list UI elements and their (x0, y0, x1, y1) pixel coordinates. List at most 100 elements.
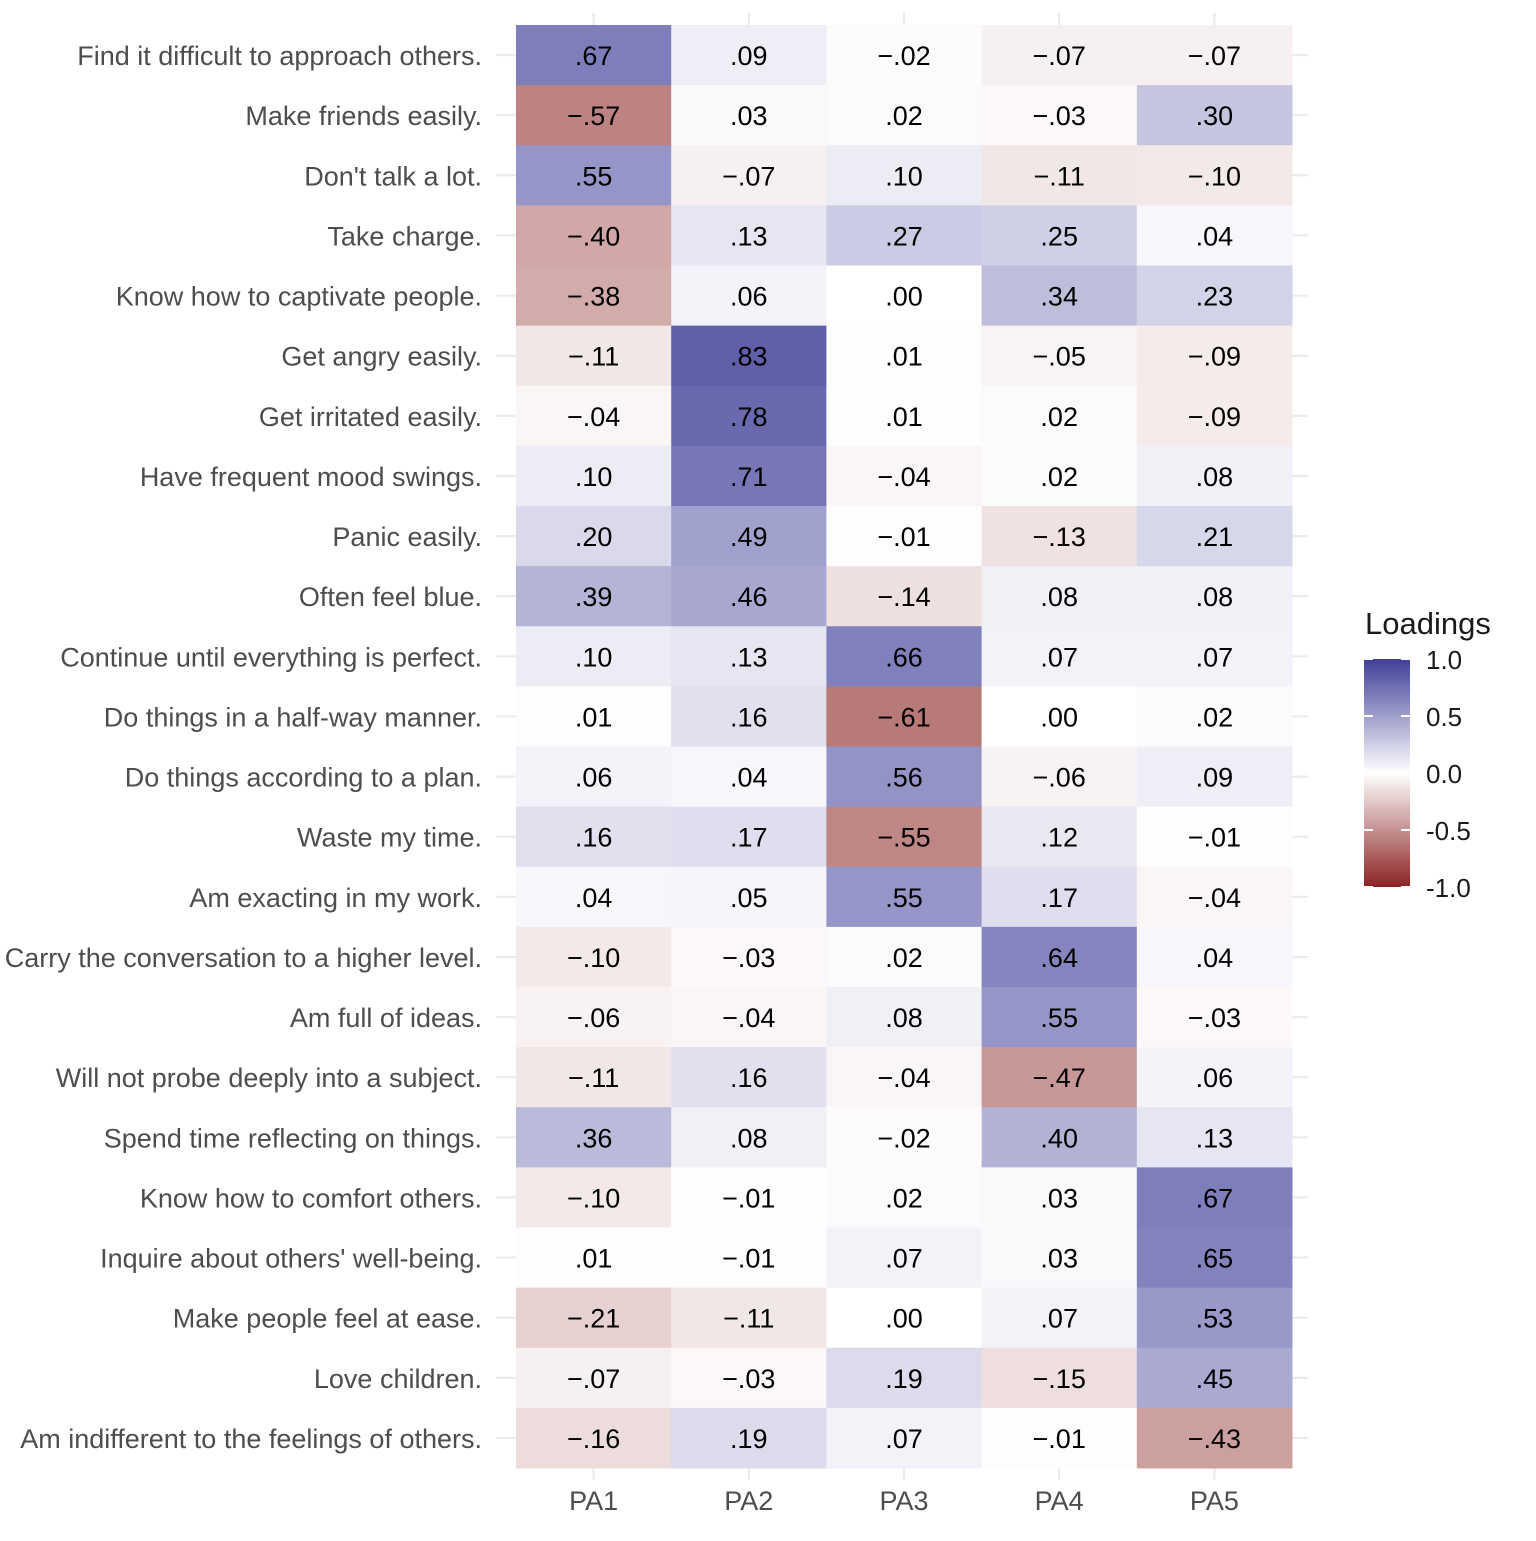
y-tick-label: Don't talk a lot. (304, 161, 482, 191)
x-tick-label: PA3 (879, 1486, 928, 1516)
heatmap-cell (516, 1347, 672, 1409)
cell-value-label: .53 (1196, 1304, 1234, 1334)
cell-value-label: .67 (575, 41, 613, 71)
cell-value-label: .09 (730, 41, 768, 71)
cell-value-label: −.05 (1033, 342, 1086, 372)
heatmap-cell (671, 205, 827, 266)
heatmap-cell (671, 445, 827, 507)
cell-value-label: .02 (1196, 702, 1234, 732)
heatmap-cell (1136, 1407, 1293, 1469)
heatmap-cell (1136, 987, 1293, 1048)
heatmap-cell (981, 385, 1138, 447)
heatmap-cell (516, 385, 672, 447)
heatmap-cell (826, 25, 983, 86)
cell-value-label: .07 (885, 1424, 923, 1454)
heatmap-cell (516, 806, 672, 868)
y-tick-label: Spend time reflecting on things. (104, 1123, 482, 1153)
cell-value-label: .02 (1040, 462, 1078, 492)
heatmap-cell (671, 1167, 827, 1228)
cell-value-label: .25 (1040, 221, 1078, 251)
cell-value-label: .13 (730, 642, 768, 672)
heatmap-cell (671, 1407, 827, 1469)
cell-value-label: −.03 (722, 1364, 775, 1394)
cell-value-label: .16 (730, 1063, 768, 1093)
cell-value-label: .19 (730, 1424, 768, 1454)
heatmap-cell (671, 1287, 827, 1349)
cell-value-label: .06 (575, 763, 613, 793)
heatmap-cell (671, 926, 827, 988)
heatmap-cell (981, 85, 1138, 146)
cell-value-label: .07 (885, 1244, 923, 1274)
heatmap-cell (981, 806, 1138, 868)
cell-value-label: .01 (575, 1244, 613, 1274)
cell-value-label: .08 (885, 1003, 923, 1033)
heatmap-cell (1136, 25, 1293, 86)
heatmap-cell (516, 686, 672, 747)
heatmap-cell (671, 506, 827, 567)
heatmap-cell (826, 506, 983, 567)
heatmap-cell (516, 1287, 672, 1349)
cell-value-label: .06 (730, 282, 768, 312)
cell-value-label: −.40 (567, 221, 620, 251)
heatmap-cell (826, 445, 983, 507)
cell-value-label: .13 (730, 221, 768, 251)
cell-value-label: −.11 (1034, 161, 1085, 191)
cell-value-label: .09 (1196, 763, 1234, 793)
cell-value-label: −.38 (567, 282, 620, 312)
cell-value-label: −.01 (722, 1244, 775, 1274)
y-tick-label: Continue until everything is perfect. (60, 642, 482, 672)
y-tick-label: Panic easily. (332, 522, 482, 552)
heatmap-cell (826, 806, 983, 868)
cell-value-label: −.06 (1033, 763, 1086, 793)
y-tick-label: Do things in a half-way manner. (104, 702, 482, 732)
cell-value-label: −.10 (567, 943, 620, 973)
heatmap-cell (981, 987, 1138, 1048)
y-tick-label: Do things according to a plan. (125, 763, 482, 793)
cell-value-label: .03 (730, 101, 768, 131)
heatmap-cell (981, 506, 1138, 567)
heatmap-cell (981, 1227, 1138, 1289)
cell-value-label: −.11 (568, 1063, 619, 1093)
heatmap-cell (1136, 85, 1293, 146)
y-tick-label: Am indifferent to the feelings of others… (20, 1424, 482, 1454)
heatmap-cell (1136, 806, 1293, 868)
heatmap-cell (516, 746, 672, 808)
heatmap-cell (671, 566, 827, 627)
cell-value-label: .55 (575, 161, 613, 191)
cell-value-label: −.07 (1188, 41, 1241, 71)
cell-value-label: −.01 (877, 522, 930, 552)
color-legend: Loadings 1.0 0.5 0.0 -0.5 -1.0 (1364, 606, 1491, 903)
heatmap-cell (981, 205, 1138, 266)
heatmap-cell (671, 325, 827, 387)
heatmap-cell (981, 145, 1138, 206)
heatmap-cell (671, 265, 827, 327)
legend-title: Loadings (1365, 606, 1491, 641)
cell-value-label: .13 (1196, 1123, 1234, 1153)
heatmap-cell (826, 686, 983, 747)
cell-value-label: −.11 (568, 342, 619, 372)
cell-value-label: −.10 (1188, 161, 1241, 191)
cell-value-label: −.02 (877, 1123, 930, 1153)
cell-value-label: −.04 (722, 1003, 775, 1033)
cell-value-label: −.21 (567, 1304, 620, 1334)
y-tick-label: Know how to captivate people. (116, 282, 482, 312)
cell-value-label: .08 (730, 1123, 768, 1153)
heatmap-cell (1136, 385, 1293, 447)
cell-value-label: .49 (730, 522, 768, 552)
cell-value-label: .71 (730, 462, 768, 492)
heatmap-cell (826, 1107, 983, 1168)
y-tick-label: Have frequent mood swings. (140, 462, 482, 492)
cell-value-label: −.16 (567, 1424, 620, 1454)
cell-value-label: −.14 (877, 582, 930, 612)
cell-value-label: .16 (730, 702, 768, 732)
heatmap-cell (826, 205, 983, 266)
legend-tick-label: 0.0 (1426, 759, 1462, 789)
heatmap-cell (1136, 626, 1293, 687)
heatmap-cell (671, 145, 827, 206)
cell-value-label: −.07 (722, 161, 775, 191)
cell-value-label: .08 (1040, 582, 1078, 612)
heatmap-cell (1136, 686, 1293, 747)
cell-value-label: .65 (1196, 1244, 1234, 1274)
heatmap-cell (1136, 205, 1293, 266)
